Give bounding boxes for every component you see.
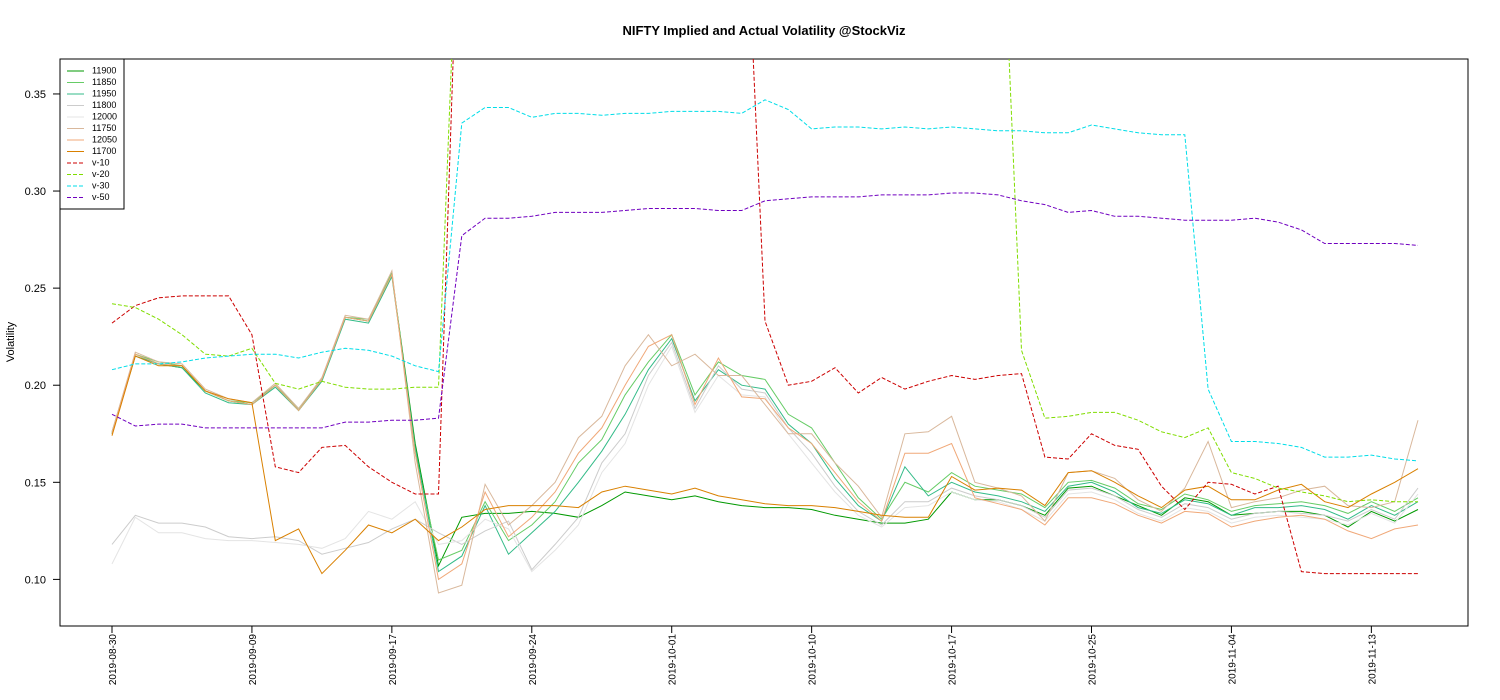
legend-label: v-30 [92, 180, 110, 190]
x-tick-label: 2019-09-09 [248, 634, 259, 686]
x-tick-label: 2019-10-10 [808, 634, 819, 686]
x-tick-label: 2019-10-17 [948, 634, 959, 686]
legend-label: v-10 [92, 157, 110, 167]
series-line [111, 59, 1418, 575]
y-tick-label: 0.20 [25, 380, 46, 392]
series-line [111, 99, 1419, 462]
legend-label: 11700 [92, 146, 116, 156]
series-line [111, 274, 1419, 573]
chart-title: NIFTY Implied and Actual Volatility @Sto… [622, 23, 906, 38]
plot-area [111, 59, 1419, 594]
y-tick-label: 0.15 [25, 477, 46, 489]
x-tick-label: 2019-09-24 [528, 634, 539, 686]
x-tick-label: 2019-10-01 [668, 634, 679, 686]
legend-box [59, 58, 125, 210]
legend-label: 12000 [92, 111, 117, 121]
y-tick-label: 0.10 [25, 574, 46, 586]
series-line [111, 268, 1419, 594]
series-line [111, 270, 1419, 561]
legend-label: v-20 [92, 169, 110, 179]
legend-label: v-50 [92, 192, 110, 202]
legend-label: 11850 [92, 77, 116, 87]
y-tick-label: 0.35 [25, 89, 46, 101]
legend-label: 11800 [92, 100, 116, 110]
y-tick-label: 0.25 [25, 283, 46, 295]
legend-label: 12050 [92, 134, 117, 144]
series-line [111, 341, 1419, 571]
legend-label: 11950 [92, 88, 116, 98]
x-tick-label: 2019-08-30 [108, 634, 119, 686]
x-tick-label: 2019-11-04 [1227, 634, 1238, 685]
x-tick-label: 2019-11-13 [1367, 634, 1378, 685]
series-line [111, 59, 1418, 503]
y-tick-label: 0.30 [25, 186, 46, 198]
x-tick-label: 2019-10-25 [1088, 634, 1099, 686]
plot-frame [59, 58, 1469, 627]
y-axis-label: Volatility [5, 321, 17, 362]
series-line [111, 355, 1419, 575]
legend-label: 11750 [92, 123, 116, 133]
series-line [111, 345, 1419, 573]
x-tick-label: 2019-09-17 [388, 634, 399, 686]
series-line [111, 272, 1419, 581]
legend-label: 11900 [92, 65, 116, 75]
